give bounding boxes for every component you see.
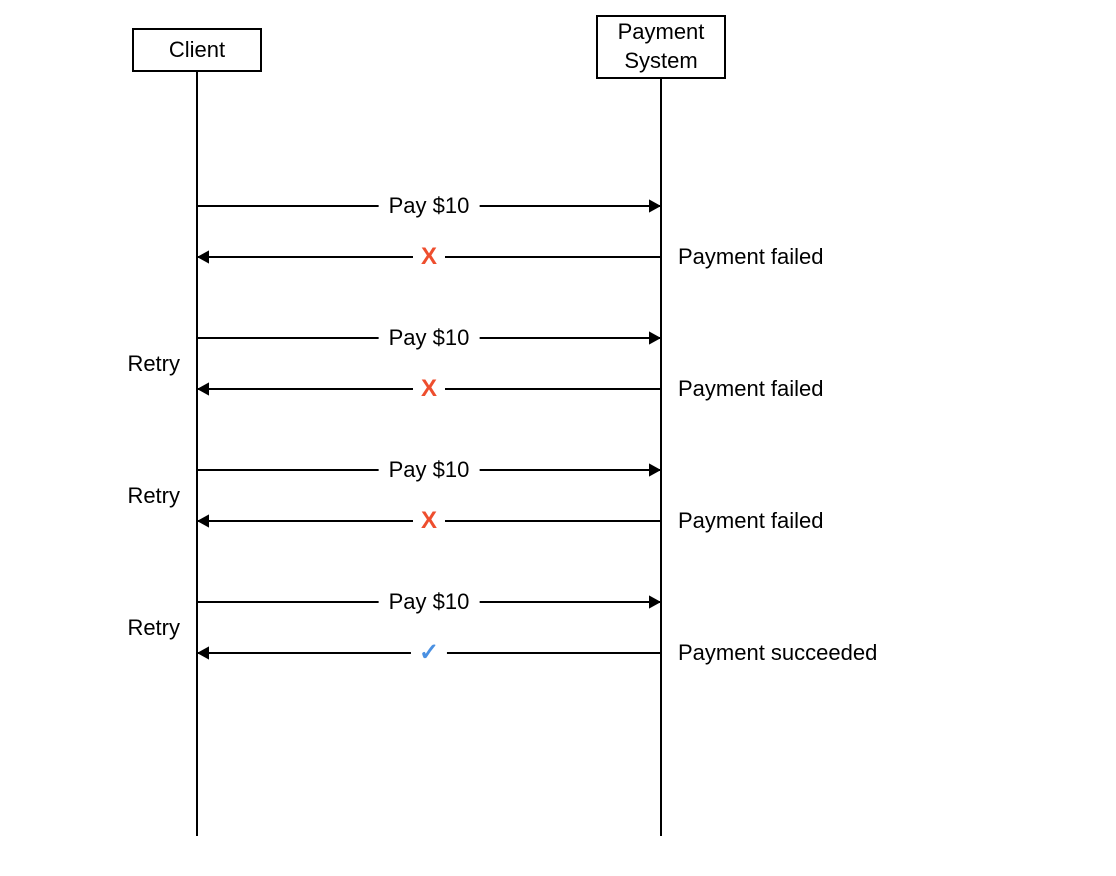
participant-client: Client [132, 28, 262, 72]
x-icon: X [413, 509, 445, 533]
request-label-2: Pay $10 [379, 457, 480, 483]
result-label-2: Payment failed [678, 508, 824, 534]
lifeline-payment_system [660, 79, 662, 836]
result-label-3: Payment succeeded [678, 640, 877, 666]
check-icon: ✓ [411, 641, 447, 665]
result-label-1: Payment failed [678, 376, 824, 402]
request-label-1: Pay $10 [379, 325, 480, 351]
retry-label-3: Retry [127, 615, 180, 641]
request-label-3: Pay $10 [379, 589, 480, 615]
retry-label-2: Retry [127, 483, 180, 509]
lifeline-client [196, 72, 198, 836]
x-icon: X [413, 377, 445, 401]
participant-payment_system: PaymentSystem [596, 15, 726, 79]
request-label-0: Pay $10 [379, 193, 480, 219]
retry-label-1: Retry [127, 351, 180, 377]
result-label-0: Payment failed [678, 244, 824, 270]
x-icon: X [413, 245, 445, 269]
